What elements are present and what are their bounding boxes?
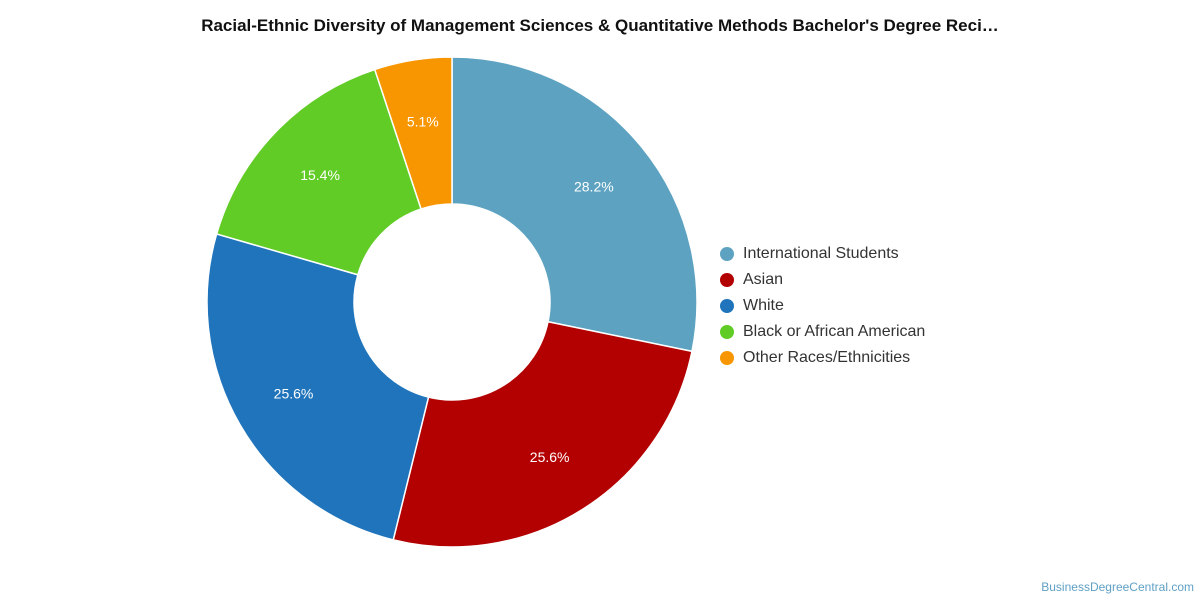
- slice-label-0: 28.2%: [574, 178, 614, 194]
- slice-4[interactable]: [373, 56, 453, 210]
- slice-0[interactable]: [451, 56, 698, 353]
- legend-item-4[interactable]: Other Races/Ethnicities: [720, 345, 925, 371]
- legend-item-2[interactable]: White: [720, 293, 925, 319]
- slice-label-3: 15.4%: [300, 167, 340, 183]
- legend-item-0[interactable]: International Students: [720, 241, 925, 267]
- legend-swatch-icon: [720, 299, 734, 313]
- legend-label: Asian: [743, 271, 784, 288]
- slice-3[interactable]: [215, 68, 423, 276]
- source-credit[interactable]: BusinessDegreeCentral.com: [1041, 580, 1194, 594]
- slice-label-4: 5.1%: [407, 113, 439, 129]
- legend-item-3[interactable]: Black or African American: [720, 319, 925, 345]
- slice-1[interactable]: [392, 320, 693, 548]
- legend-label: Black or African American: [743, 323, 926, 340]
- legend-swatch-icon: [720, 325, 734, 339]
- slice-label-1: 25.6%: [530, 449, 570, 465]
- legend-label: Other Races/Ethnicities: [743, 349, 911, 366]
- legend-swatch-icon: [720, 247, 734, 261]
- chart-legend: International Students Asian White Black or…: [720, 241, 925, 371]
- legend-swatch-icon: [720, 273, 734, 287]
- legend-label: White: [743, 297, 784, 314]
- slice-label-2: 25.6%: [274, 386, 314, 402]
- slice-2[interactable]: [206, 233, 430, 541]
- legend-label: International Students: [743, 245, 899, 262]
- legend-item-1[interactable]: Asian: [720, 267, 925, 293]
- chart-title: Racial-Ethnic Diversity of Management Sc…: [201, 16, 999, 35]
- legend-swatch-icon: [720, 351, 734, 365]
